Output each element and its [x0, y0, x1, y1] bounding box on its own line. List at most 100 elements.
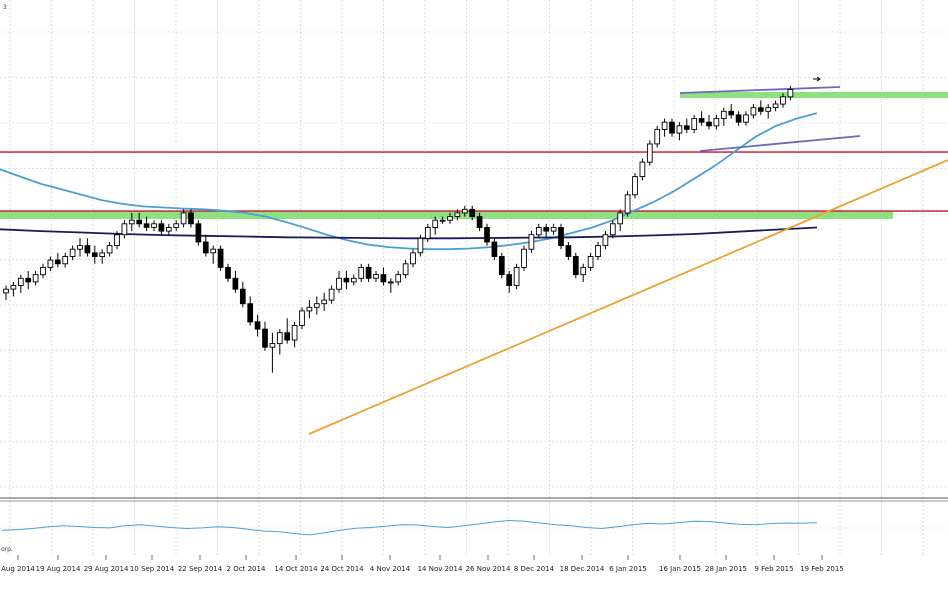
- candle-body: [232, 277, 239, 290]
- candle-body: [417, 237, 424, 254]
- candle-body: [424, 227, 431, 239]
- candle-body: [535, 227, 542, 236]
- candle-body: [735, 114, 742, 123]
- candle-body: [321, 299, 328, 305]
- trend-line: [699, 135, 861, 152]
- x-axis-tick-label: 28 Jan 2015: [705, 565, 747, 573]
- candle-body: [343, 277, 350, 283]
- candle-body: [410, 252, 416, 265]
- candle-body: [454, 212, 461, 217]
- candle-body: [632, 176, 638, 196]
- x-axis-tick-label: 22 Sep 2014: [178, 565, 223, 573]
- candle-body: [291, 325, 298, 341]
- candle-body: [543, 227, 550, 232]
- candle-body: [676, 125, 683, 134]
- trend-line: [308, 159, 948, 435]
- candle-body: [646, 143, 653, 163]
- candle-body: [202, 241, 209, 254]
- moving-average-line: [0, 112, 818, 251]
- candle-body: [720, 110, 727, 120]
- candle-body: [128, 219, 135, 225]
- candle-body: [62, 256, 69, 265]
- candle-body: [439, 219, 446, 222]
- candle-body: [706, 121, 712, 127]
- candle-body: [387, 281, 394, 284]
- support-zone: [0, 211, 893, 219]
- candle-body: [99, 252, 106, 257]
- oscillator-line: [1, 519, 818, 536]
- oscillator-panel: [1, 519, 818, 536]
- x-axis-tick-label: 29 Aug 2014: [84, 565, 129, 573]
- x-axis-tick-label: 16 Jan 2015: [659, 565, 701, 573]
- candle-body: [498, 256, 505, 276]
- candle-body: [77, 245, 83, 250]
- candle-body: [565, 245, 572, 257]
- candle-body: [151, 223, 157, 228]
- candle-body: [336, 277, 342, 290]
- candle-body: [284, 332, 291, 341]
- x-axis-tick-label: 19 Feb 2015: [800, 565, 844, 573]
- candle-body: [698, 118, 705, 123]
- candle-body: [683, 125, 690, 130]
- support-zone: [680, 92, 948, 98]
- candle-body: [165, 227, 172, 232]
- x-axis-tick-label: 14 Oct 2014: [274, 565, 318, 573]
- candle-body: [558, 227, 564, 247]
- candle-body: [469, 208, 476, 218]
- x-axis-tick-label: 26 Nov 2014: [466, 565, 511, 573]
- candle-body: [47, 259, 54, 268]
- candle-body: [765, 107, 772, 112]
- trend-line-layer: [308, 86, 948, 435]
- x-axis-tick-label: Aug 2014: [1, 565, 35, 573]
- candle-body: [669, 121, 675, 134]
- candle-body: [713, 118, 720, 127]
- candle-body: [106, 245, 113, 254]
- candle-body: [639, 161, 646, 178]
- candle-body: [91, 252, 98, 257]
- candle-body: [550, 227, 557, 232]
- candle-body: [32, 274, 39, 283]
- candle-body: [328, 288, 335, 301]
- candle-body: [654, 128, 661, 145]
- candle-body: [373, 274, 379, 279]
- candle-body: [17, 277, 24, 287]
- candle-body: [787, 89, 794, 98]
- candle-body: [743, 114, 749, 123]
- x-axis-tick-label: 24 Oct 2014: [320, 565, 364, 573]
- candle-body: [484, 227, 490, 243]
- candle-body: [380, 274, 387, 283]
- candle-body: [25, 277, 32, 283]
- x-axis-tick-label: 10 Sep 2014: [130, 565, 175, 573]
- x-axis-tick-label: 2 Oct 2014: [227, 565, 266, 573]
- candle-body: [54, 259, 61, 265]
- candle-body: [528, 234, 535, 250]
- candle-body: [247, 303, 254, 323]
- x-axis-tick-label: 14 Nov 2014: [418, 565, 463, 573]
- candle-body: [313, 303, 320, 308]
- candle-body: [521, 248, 527, 268]
- corner-label-top: 3: [3, 4, 7, 11]
- candle-body: [210, 248, 217, 254]
- x-axis-tick-label: 8 Dec 2014: [514, 565, 555, 573]
- candle-body: [195, 223, 202, 243]
- corner-label-oscillator: orp.: [1, 546, 13, 553]
- candle-body: [143, 223, 150, 228]
- candle-body: [350, 277, 357, 283]
- moving-average-layer: [0, 112, 818, 251]
- candle-body: [10, 285, 17, 290]
- candle-body: [587, 256, 594, 268]
- candle-body: [513, 266, 520, 286]
- candle-body: [188, 212, 194, 225]
- moving-average-line: [0, 226, 818, 240]
- candle-body: [580, 266, 587, 276]
- candle-body: [595, 245, 601, 257]
- candle-body: [225, 266, 231, 279]
- candle-body: [121, 223, 128, 236]
- candle-body: [491, 241, 498, 257]
- candle-body: [114, 234, 120, 247]
- candle-body: [395, 274, 402, 283]
- candle-body: [609, 223, 616, 236]
- candle-body: [306, 306, 313, 312]
- candle-body: [461, 208, 468, 214]
